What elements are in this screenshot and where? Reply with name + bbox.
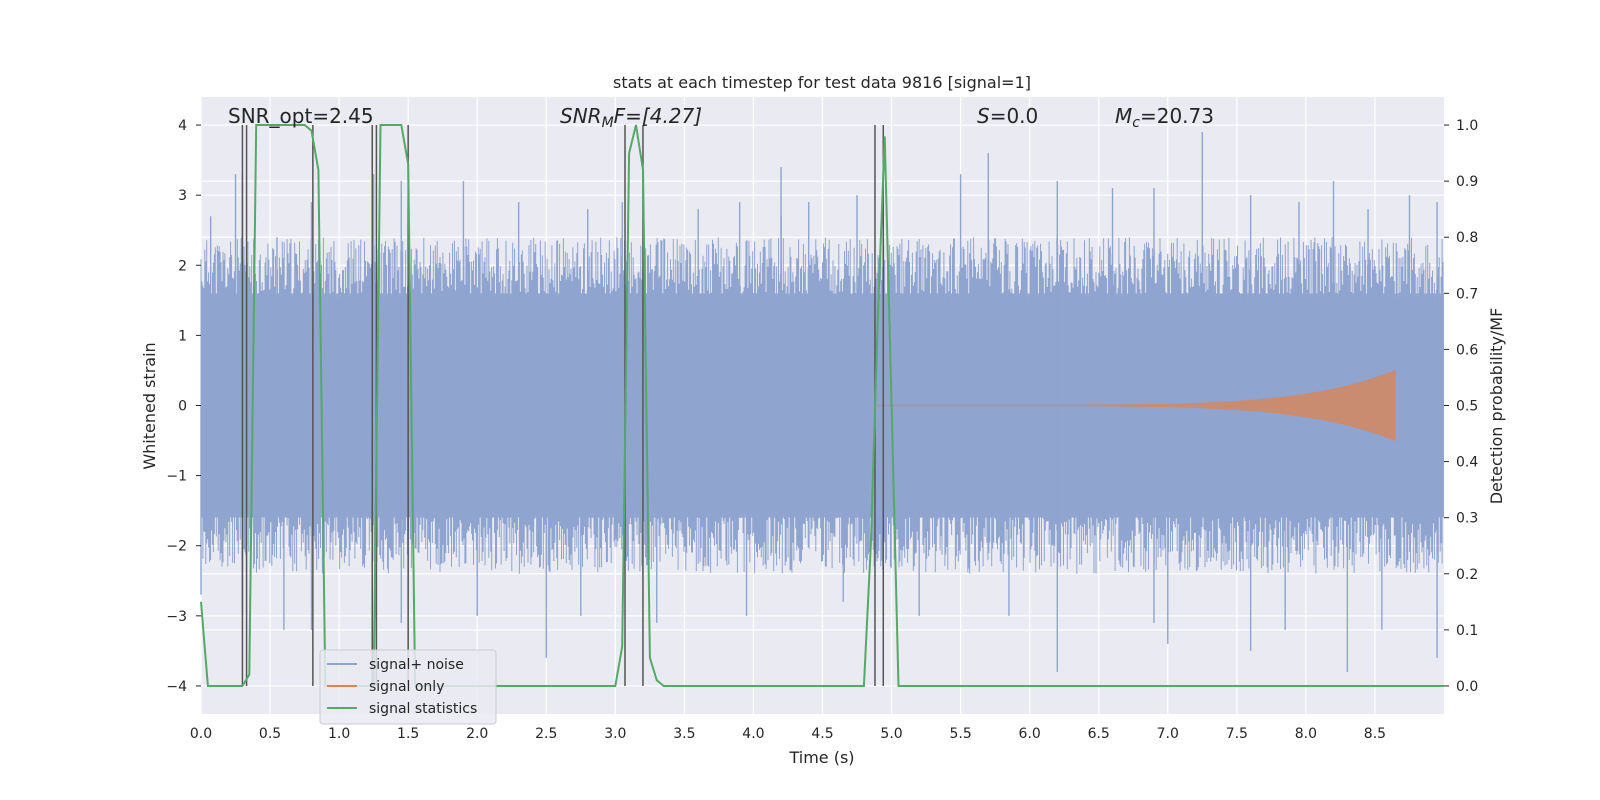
chart-title: stats at each timestep for test data 981… [613, 73, 1031, 92]
annotation-snr-mf: SNRMF=[4.27] [560, 104, 702, 131]
y-tick-label: −3 [166, 609, 187, 625]
x-tick-label: 0.0 [190, 726, 212, 742]
legend-label-signal-only: signal only [369, 679, 444, 695]
y-right-tick-label: 0.3 [1456, 511, 1478, 527]
x-tick-label: 2.0 [466, 726, 488, 742]
annotation-mc-symbol: M [1115, 104, 1132, 128]
annotation-s-symbol: S [977, 104, 990, 128]
y-tick-label: 2 [178, 258, 187, 274]
legend-label-signal-noise: signal+ noise [369, 657, 464, 673]
x-tick-label: 8.5 [1364, 726, 1386, 742]
x-tick-label: 4.5 [811, 726, 833, 742]
x-tick-label: 5.0 [880, 726, 902, 742]
x-tick-label: 1.5 [397, 726, 419, 742]
x-tick-label: 0.5 [259, 726, 281, 742]
annotation-mc-subscript: c [1132, 115, 1140, 131]
legend: signal+ noise signal only signal statist… [319, 649, 497, 725]
x-tick-label: 6.5 [1088, 726, 1110, 742]
x-axis-label: Time (s) [788, 748, 854, 767]
y-tick-label: −1 [166, 469, 187, 485]
annotation-snr-mf-symbol: SNR [560, 104, 602, 128]
y-right-tick-label: 0.2 [1456, 567, 1478, 583]
legend-label-signal-statistics: signal statistics [369, 701, 477, 717]
y-right-tick-label: 0.5 [1456, 399, 1478, 415]
y-right-tick-label: 0.9 [1456, 174, 1478, 190]
y-right-tick-label: 0.7 [1456, 286, 1478, 302]
x-tick-label: 4.0 [742, 726, 764, 742]
annotation-s: S=0.0 [977, 104, 1038, 128]
x-tick-label: 2.5 [535, 726, 557, 742]
statistics-line [200, 124, 1444, 687]
y-tick-label: 0 [178, 399, 187, 415]
y-right-tick-label: 0.4 [1456, 455, 1478, 471]
legend-box [319, 649, 497, 725]
y-tick-label: 4 [178, 118, 187, 134]
annotation-s-value: =0.0 [990, 104, 1039, 128]
y-right-tick-label: 0.0 [1456, 679, 1478, 695]
y-tick-label: −4 [166, 679, 187, 695]
x-tick-label: 6.0 [1019, 726, 1041, 742]
annotation-mc-value: =20.73 [1140, 104, 1214, 128]
y-right-tick-label: 0.1 [1456, 623, 1478, 639]
x-tick-label: 3.5 [673, 726, 695, 742]
x-tick-label: 3.0 [604, 726, 626, 742]
x-tick-label: 7.5 [1226, 726, 1248, 742]
x-tick-label: 1.0 [328, 726, 350, 742]
y-tick-label: −2 [166, 539, 187, 555]
y-tick-label: 1 [178, 328, 187, 344]
y-axis-ticks: 4 3 2 1 0 −1 −2 −3 −4 [166, 118, 201, 695]
x-tick-label: 8.0 [1295, 726, 1317, 742]
y-right-tick-label: 1.0 [1456, 118, 1478, 134]
y-right-tick-label: 0.6 [1456, 342, 1478, 358]
y-right-tick-label: 0.8 [1456, 230, 1478, 246]
signal-statistics-series [200, 124, 1444, 687]
chirp-envelope [877, 369, 1396, 442]
y-axis-right-ticks: 1.0 0.9 0.8 0.7 0.6 0.5 0.4 0.3 0.2 0.1 0.0 [1444, 118, 1478, 695]
annotation-snr-opt: SNR_opt=2.45 [228, 104, 374, 128]
x-tick-label: 5.5 [949, 726, 971, 742]
x-tick-label: 7.0 [1157, 726, 1179, 742]
x-axis-ticks: 0.0 0.5 1.0 1.5 2.0 2.5 3.0 3.5 4.0 4.5 5.0 5.5 6.0 6… [190, 726, 1386, 742]
annotation-snr-mf-subscript: M [602, 115, 614, 131]
signal-only-series [877, 369, 1396, 442]
annotation-mc: Mc=20.73 [1115, 104, 1214, 131]
annotation-snr-mf-value: F=[4.27] [614, 104, 702, 128]
y-axis-right-label: Detection probability/MF [1487, 308, 1506, 505]
y-axis-label: Whitened strain [140, 342, 159, 469]
y-tick-label: 3 [178, 188, 187, 204]
